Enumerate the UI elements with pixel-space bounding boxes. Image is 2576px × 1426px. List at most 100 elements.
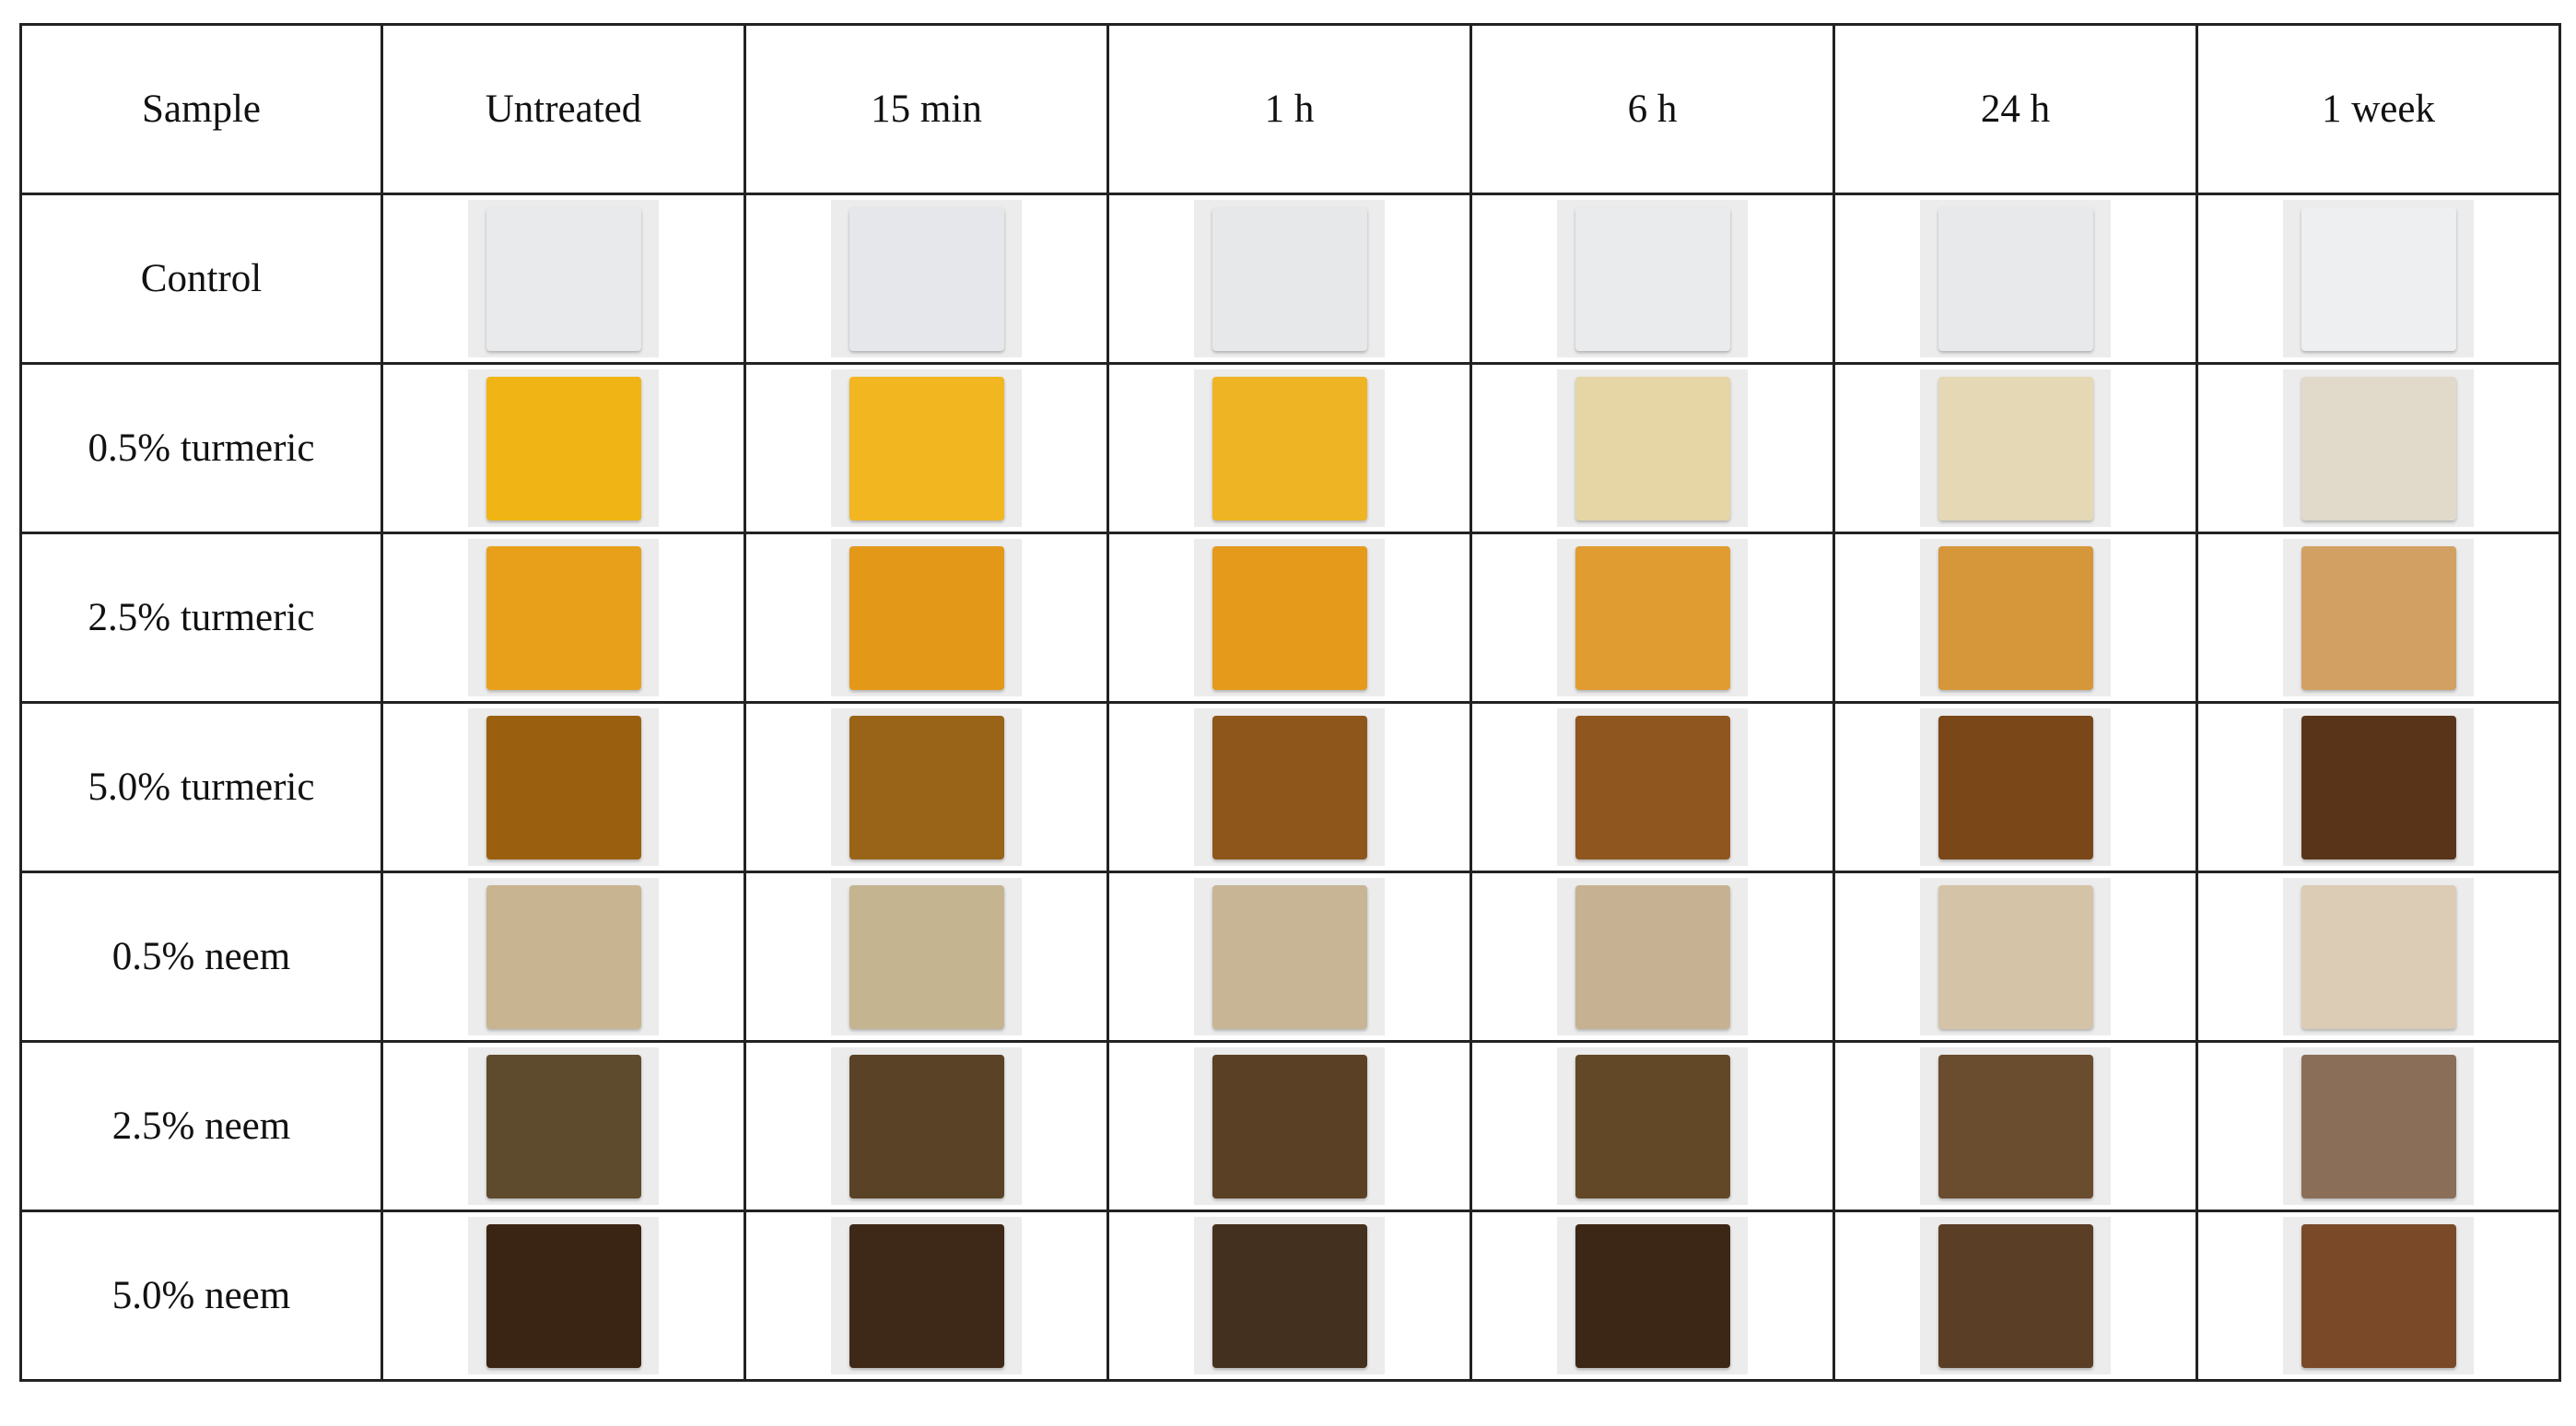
sample-square: [1212, 546, 1367, 690]
sample-square: [1212, 716, 1367, 859]
sample-photo: [831, 1047, 1022, 1205]
header-cell: Sample: [19, 23, 383, 195]
sample-square: [1938, 207, 2093, 351]
sample-square: [1938, 885, 2093, 1029]
sample-square: [849, 377, 1004, 520]
photo-cell: [1832, 193, 2198, 365]
photo-cell: [1469, 1210, 1835, 1382]
sample-photo: [1920, 1047, 2111, 1205]
photo-cell: [1832, 1210, 2198, 1382]
sample-photo: [1194, 1217, 1385, 1374]
sample-photo: [2283, 1047, 2474, 1205]
sample-square: [1938, 716, 2093, 859]
sample-square: [486, 207, 641, 351]
sample-square: [1212, 377, 1367, 520]
photo-cell: [1107, 701, 1472, 873]
sample-photo: [831, 708, 1022, 866]
photo-cell: [1107, 1040, 1472, 1212]
photo-cell: [381, 1210, 746, 1382]
sample-photo: [831, 200, 1022, 357]
sample-square: [486, 1055, 641, 1198]
sample-photo: [468, 1047, 659, 1205]
sample-photo: [1557, 539, 1748, 696]
photo-cell: [2195, 1040, 2561, 1212]
sample-row: 0.5% turmeric: [19, 362, 2561, 534]
sample-square: [849, 546, 1004, 690]
sample-photo: [1920, 539, 2111, 696]
sample-photo: [831, 878, 1022, 1035]
sample-photo: [1920, 200, 2111, 357]
sample-square: [1575, 207, 1730, 351]
sample-photo: [1920, 878, 2111, 1035]
sample-square: [2301, 377, 2456, 520]
sample-square: [1212, 885, 1367, 1029]
sample-square: [2301, 546, 2456, 690]
sample-square: [1575, 716, 1730, 859]
header-cell: Untreated: [381, 23, 746, 195]
sample-square: [849, 716, 1004, 859]
sample-square: [2301, 885, 2456, 1029]
photo-cell: [2195, 193, 2561, 365]
photo-cell: [381, 1040, 746, 1212]
row-label: 2.5% turmeric: [19, 532, 383, 704]
sample-row: 0.5% neem: [19, 871, 2561, 1043]
photo-cell: [1832, 701, 2198, 873]
row-label: Control: [19, 193, 383, 365]
sample-photo: [2283, 1217, 2474, 1374]
photo-cell: [2195, 1210, 2561, 1382]
photo-cell: [1832, 362, 2198, 534]
sample-square: [849, 1055, 1004, 1198]
sample-row: Control: [19, 193, 2561, 365]
sample-square: [849, 885, 1004, 1029]
sample-photo: [1920, 708, 2111, 866]
sample-photo: [2283, 708, 2474, 866]
sample-square: [2301, 716, 2456, 859]
sample-photo: [831, 1217, 1022, 1374]
sample-photo: [831, 539, 1022, 696]
sample-square: [486, 546, 641, 690]
photo-cell: [744, 1040, 1109, 1212]
photo-cell: [1469, 1040, 1835, 1212]
sample-square: [1575, 377, 1730, 520]
sample-photo: [831, 369, 1022, 527]
row-label: 0.5% turmeric: [19, 362, 383, 534]
photo-cell: [744, 532, 1109, 704]
header-cell: 6 h: [1469, 23, 1835, 195]
sample-photo: [2283, 200, 2474, 357]
sample-row: 5.0% turmeric: [19, 701, 2561, 873]
sample-photo: [468, 708, 659, 866]
sample-photo: [1557, 1047, 1748, 1205]
sample-square: [486, 1224, 641, 1368]
sample-row: 2.5% turmeric: [19, 532, 2561, 704]
photo-cell: [381, 532, 746, 704]
sample-square: [1938, 377, 2093, 520]
sample-square: [1938, 546, 2093, 690]
photo-cell: [1107, 193, 1472, 365]
photo-cell: [1469, 871, 1835, 1043]
sample-photo: [1557, 369, 1748, 527]
row-label: 5.0% turmeric: [19, 701, 383, 873]
sample-square: [1575, 1224, 1730, 1368]
sample-photo: [1557, 200, 1748, 357]
header-cell: 1 h: [1107, 23, 1472, 195]
sample-photo: [1920, 1217, 2111, 1374]
photo-cell: [1107, 362, 1472, 534]
sample-square: [486, 377, 641, 520]
photo-cell: [2195, 532, 2561, 704]
photo-cell: [744, 701, 1109, 873]
row-label: 2.5% neem: [19, 1040, 383, 1212]
sample-photo: [468, 1217, 659, 1374]
photo-cell: [381, 871, 746, 1043]
photo-cell: [381, 701, 746, 873]
sample-square: [2301, 207, 2456, 351]
sample-photo: [1194, 200, 1385, 357]
sample-photo: [1557, 1217, 1748, 1374]
sample-photo: [1920, 369, 2111, 527]
photo-cell: [1107, 871, 1472, 1043]
sample-square: [1212, 207, 1367, 351]
photo-cell: [381, 193, 746, 365]
sample-photo: [2283, 539, 2474, 696]
